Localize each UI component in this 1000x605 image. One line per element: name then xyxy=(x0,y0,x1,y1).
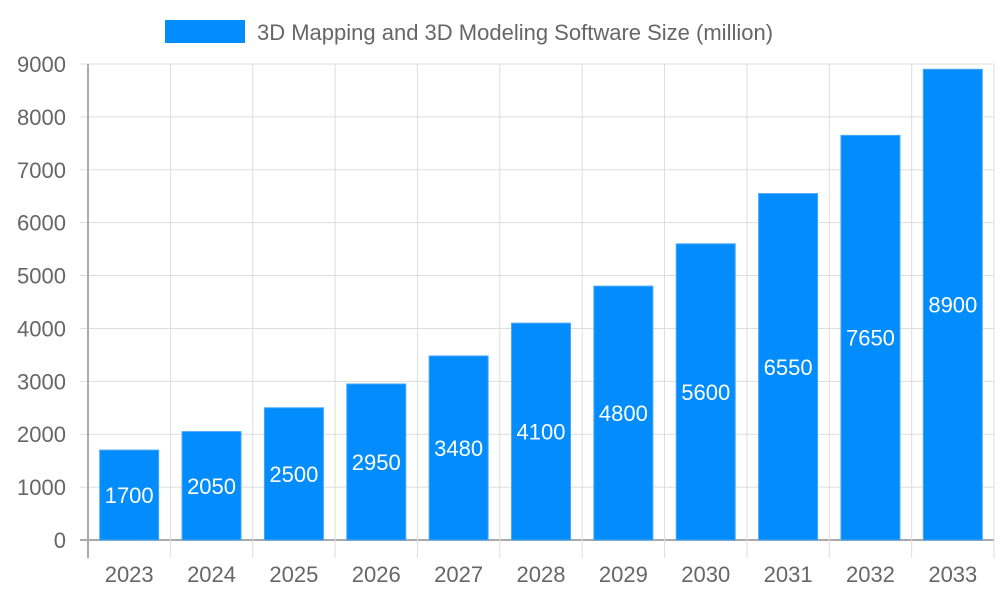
x-tick-label: 2024 xyxy=(187,562,236,587)
bars: 1700 2050 2500 2950 3480 4100 4800 5600 6550 7650… xyxy=(99,68,983,541)
bar xyxy=(181,431,242,541)
y-tick-label: 8000 xyxy=(17,105,66,130)
axes: 0 1000 2000 3000 4000 5000 6000 7000 8000 9000 202… xyxy=(17,52,977,587)
legend[interactable]: 3D Mapping and 3D Modeling Software Size… xyxy=(165,20,773,45)
x-tick-label: 2028 xyxy=(517,562,566,587)
data-label: 2050 xyxy=(187,474,236,499)
y-tick-label: 7000 xyxy=(17,158,66,183)
y-tick-label: 0 xyxy=(54,528,66,553)
data-label: 5600 xyxy=(681,380,730,405)
data-label: 4100 xyxy=(517,420,566,445)
x-tick-label: 2026 xyxy=(352,562,401,587)
x-tick-label: 2033 xyxy=(928,562,977,587)
data-label: 4800 xyxy=(599,401,648,426)
x-tick-label: 2030 xyxy=(681,562,730,587)
legend-label: 3D Mapping and 3D Modeling Software Size… xyxy=(257,20,773,45)
grid xyxy=(80,63,995,558)
legend-swatch xyxy=(165,20,245,43)
bar xyxy=(346,383,407,541)
bar xyxy=(99,449,160,541)
data-label: 3480 xyxy=(434,436,483,461)
data-label: 1700 xyxy=(105,483,154,508)
y-tick-label: 3000 xyxy=(17,369,66,394)
bar xyxy=(922,68,983,541)
data-label: 7650 xyxy=(846,326,895,351)
y-tick-label: 9000 xyxy=(17,52,66,77)
y-tick-label: 1000 xyxy=(17,475,66,500)
bar xyxy=(675,243,736,541)
data-label: 2950 xyxy=(352,450,401,475)
x-tick-label: 2027 xyxy=(434,562,483,587)
data-label: 6550 xyxy=(764,355,813,380)
x-tick-label: 2032 xyxy=(846,562,895,587)
bar xyxy=(263,407,324,541)
y-tick-label: 6000 xyxy=(17,211,66,236)
bar xyxy=(758,193,819,541)
y-tick-label: 2000 xyxy=(17,422,66,447)
y-tick-label: 5000 xyxy=(17,264,66,289)
x-tick-label: 2025 xyxy=(269,562,318,587)
y-tick-label: 4000 xyxy=(17,316,66,341)
data-label: 2500 xyxy=(269,462,318,487)
x-tick-label: 2023 xyxy=(105,562,154,587)
bar xyxy=(428,355,489,541)
bar xyxy=(840,134,901,541)
bar xyxy=(593,285,654,541)
data-label: 8900 xyxy=(928,293,977,318)
x-tick-label: 2029 xyxy=(599,562,648,587)
x-tick-label: 2031 xyxy=(764,562,813,587)
bar xyxy=(511,322,571,541)
